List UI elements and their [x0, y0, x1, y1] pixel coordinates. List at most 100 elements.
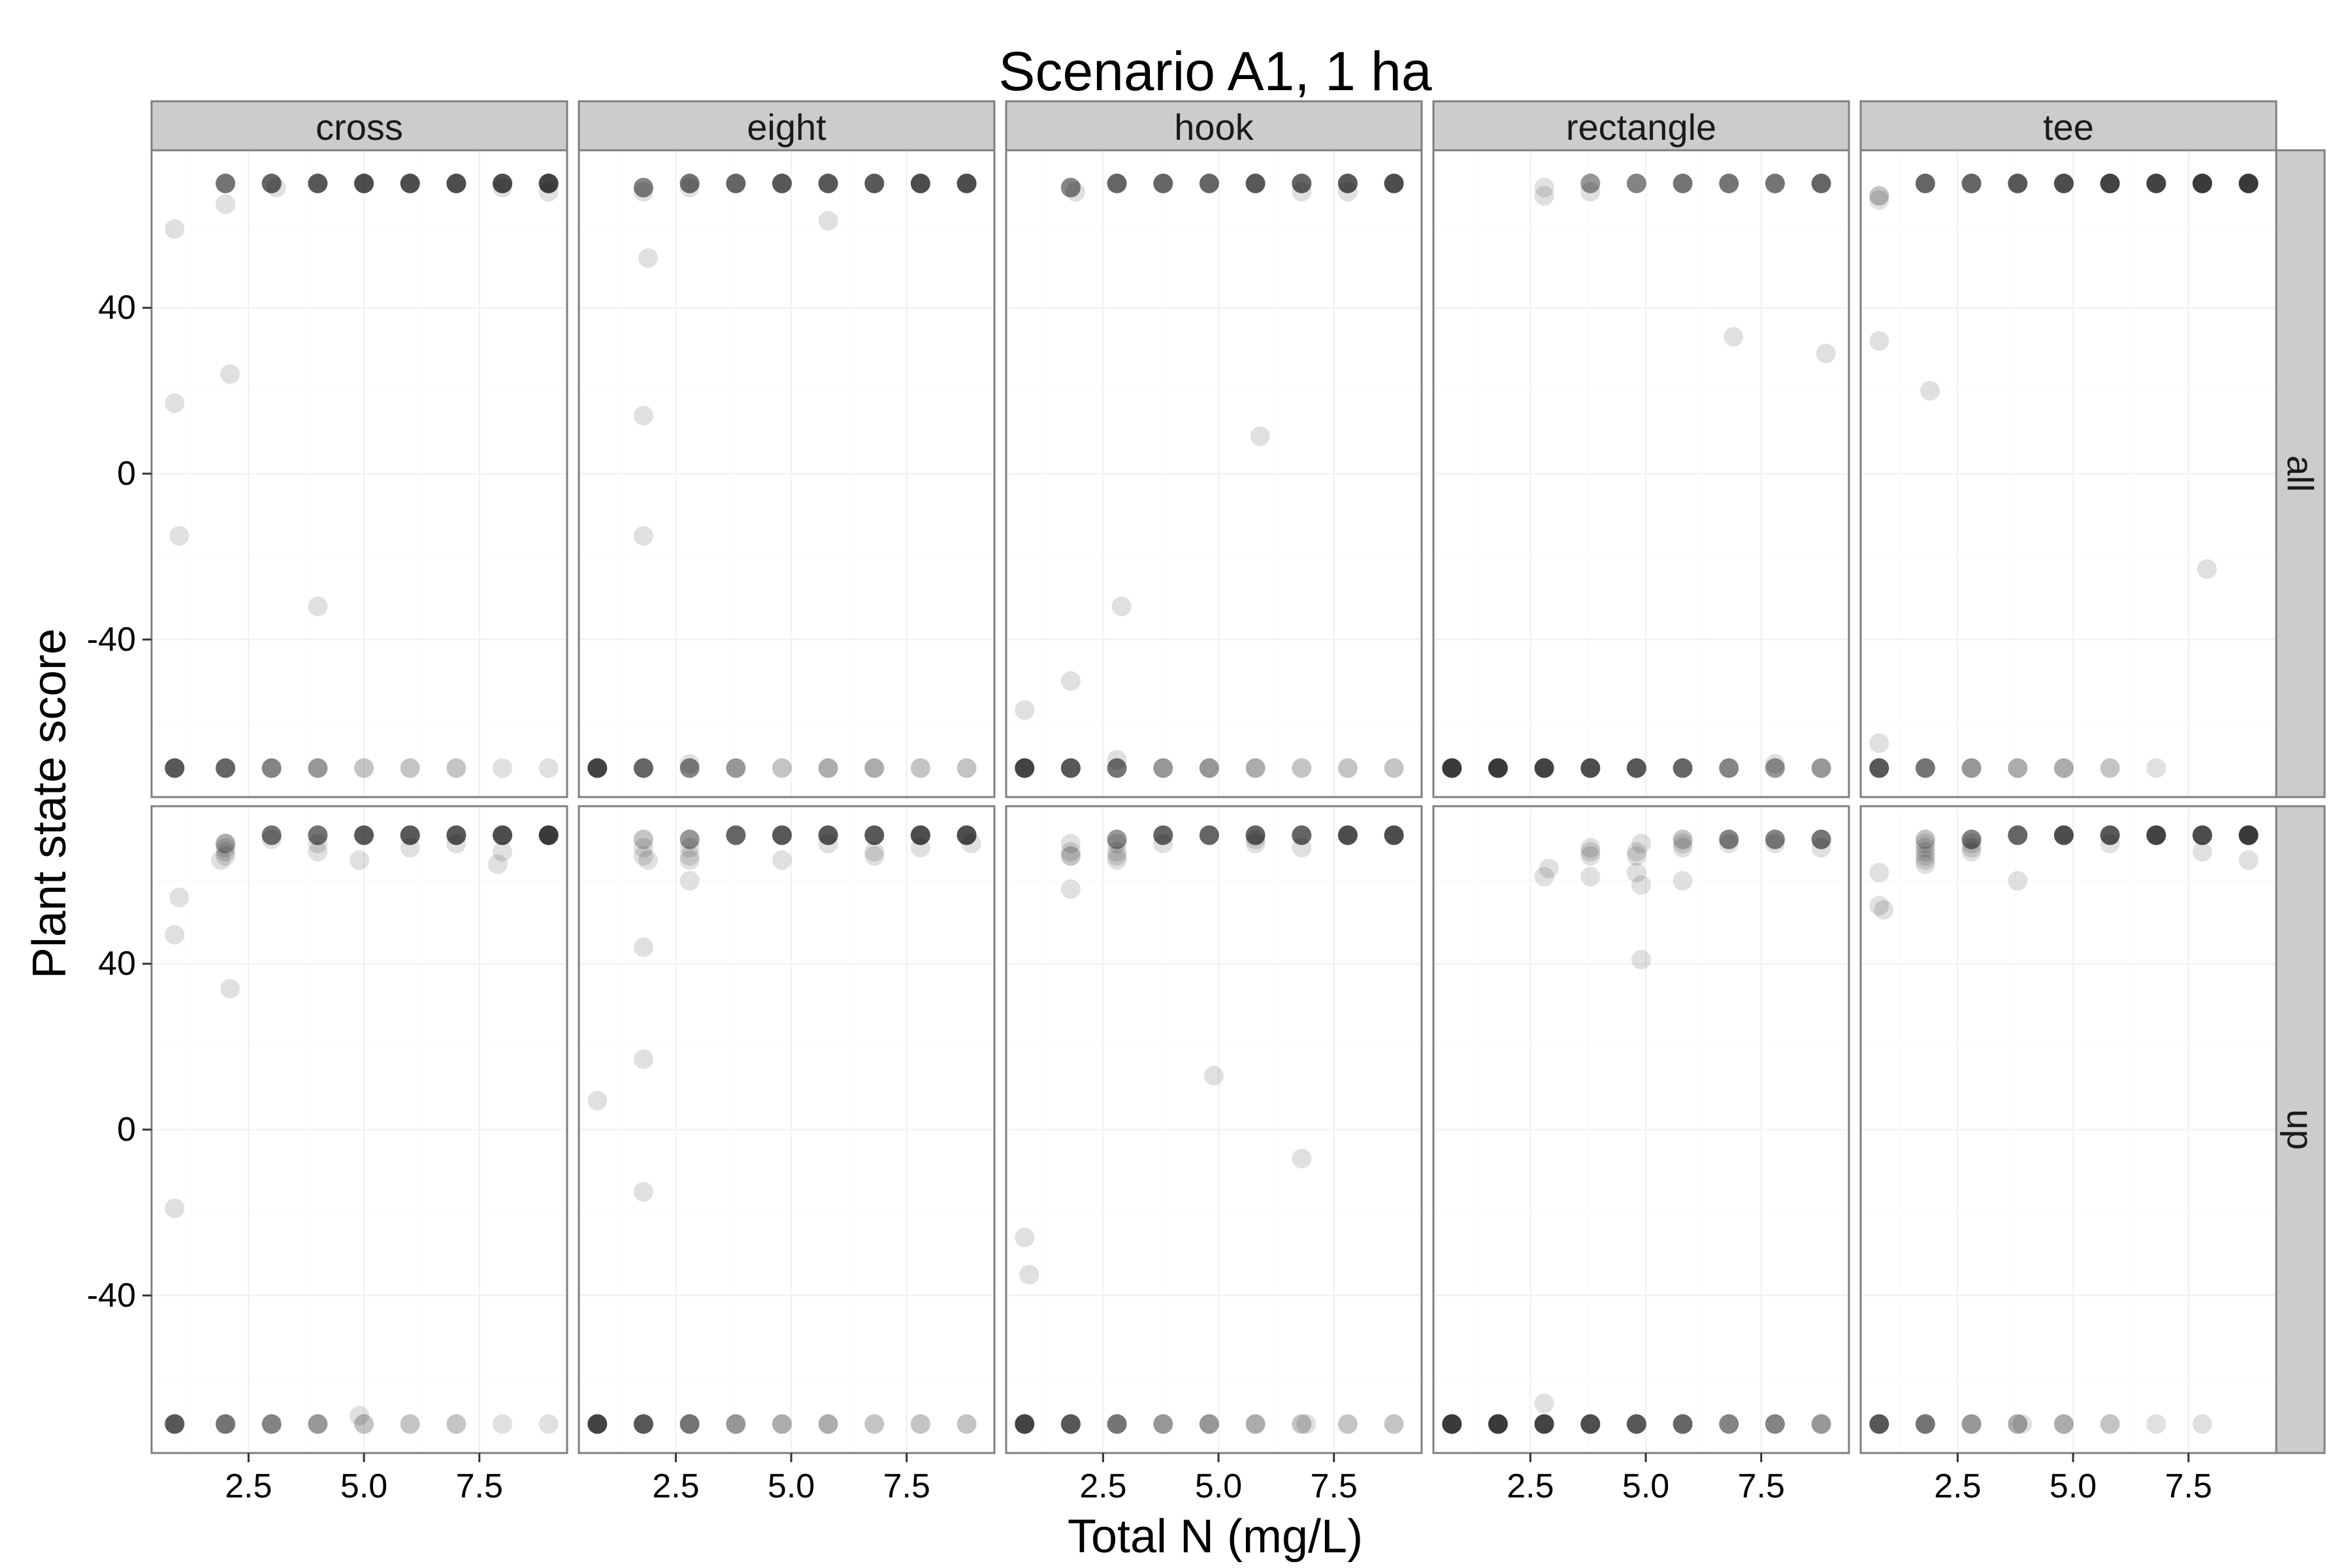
data-point	[2100, 173, 2120, 193]
data-point	[261, 825, 282, 845]
data-point	[1673, 758, 1693, 778]
data-point	[216, 194, 236, 214]
data-point	[1199, 173, 1219, 193]
data-point	[2100, 825, 2120, 845]
data-point	[1961, 173, 1982, 193]
data-point	[220, 364, 240, 384]
data-point	[587, 1414, 608, 1434]
data-point	[818, 173, 838, 193]
data-point	[1442, 758, 1462, 778]
data-point	[1580, 866, 1601, 887]
data-point	[1060, 1414, 1081, 1434]
data-point	[216, 173, 236, 193]
data-point	[1015, 758, 1035, 778]
data-point	[1915, 758, 1935, 778]
data-point	[1015, 758, 1035, 778]
data-point	[1869, 758, 1889, 778]
data-point	[1153, 1414, 1173, 1434]
data-point	[1153, 758, 1173, 778]
data-point	[910, 825, 930, 845]
data-point	[2053, 1414, 2074, 1434]
data-point	[261, 1414, 282, 1434]
data-point	[2100, 825, 2120, 845]
data-point	[772, 173, 792, 193]
data-point	[1384, 1414, 1404, 1434]
data-point	[261, 825, 282, 845]
data-point	[633, 846, 653, 866]
data-point	[679, 178, 700, 198]
data-point	[1337, 1414, 1358, 1434]
data-point	[538, 825, 559, 845]
data-point	[2100, 825, 2120, 845]
data-point	[1199, 1414, 1219, 1434]
data-point	[726, 173, 746, 193]
data-point	[1442, 1414, 1462, 1434]
data-point	[1580, 1414, 1601, 1434]
data-point	[308, 1414, 328, 1434]
data-point	[1292, 1414, 1312, 1434]
data-point	[633, 526, 653, 546]
data-point	[165, 758, 185, 778]
panel-cross-up	[150, 805, 568, 1454]
data-point	[1626, 1414, 1646, 1434]
data-point	[638, 248, 658, 268]
data-point	[956, 758, 977, 778]
data-point	[726, 758, 746, 778]
data-point	[679, 829, 700, 849]
data-point	[1337, 825, 1358, 845]
data-point	[2008, 758, 2028, 778]
data-point	[1337, 173, 1358, 193]
data-point	[1153, 825, 1173, 845]
data-point	[864, 173, 885, 193]
data-point	[261, 825, 282, 845]
data-point	[1015, 758, 1035, 778]
data-point	[216, 834, 236, 854]
data-point	[354, 173, 374, 193]
row-strip-background	[2275, 149, 2326, 798]
data-point	[165, 758, 185, 778]
data-point	[2008, 173, 2028, 193]
data-point	[165, 1414, 185, 1434]
data-point	[1534, 186, 1554, 206]
data-point	[587, 758, 608, 778]
data-point	[726, 758, 746, 778]
data-point	[216, 173, 236, 193]
data-point	[1869, 758, 1889, 778]
data-point	[446, 758, 466, 778]
data-point	[1292, 173, 1312, 193]
x-tick-label: 5.0	[1622, 1467, 1669, 1505]
data-point	[1961, 829, 1982, 849]
data-point	[1107, 173, 1127, 193]
data-point	[679, 1414, 700, 1434]
data-point	[493, 825, 513, 845]
data-point	[1015, 1414, 1035, 1434]
data-point	[1673, 829, 1693, 849]
data-point	[1961, 838, 1982, 858]
data-point	[1488, 1414, 1508, 1434]
data-point	[1811, 829, 1831, 849]
data-point	[1915, 173, 1935, 193]
data-point	[772, 173, 792, 193]
x-tick-label: 2.5	[652, 1467, 699, 1505]
data-point	[587, 1090, 608, 1111]
data-point	[679, 829, 700, 849]
data-point	[1015, 1414, 1035, 1434]
data-point	[1673, 1414, 1693, 1434]
data-point	[1719, 1414, 1739, 1434]
data-point	[1765, 1414, 1785, 1434]
data-point	[261, 825, 282, 845]
data-point	[633, 758, 653, 778]
data-point	[1199, 825, 1219, 845]
data-point	[261, 1414, 282, 1434]
data-point	[1626, 173, 1646, 193]
data-point	[2238, 850, 2259, 870]
data-point	[1534, 1414, 1554, 1434]
data-point	[864, 825, 885, 845]
data-point	[261, 173, 282, 193]
panel-border	[1005, 805, 1423, 1454]
data-point	[1060, 1414, 1081, 1434]
data-point	[1107, 173, 1127, 193]
data-point	[1961, 173, 1982, 193]
data-point	[1488, 758, 1508, 778]
data-point	[538, 758, 559, 778]
